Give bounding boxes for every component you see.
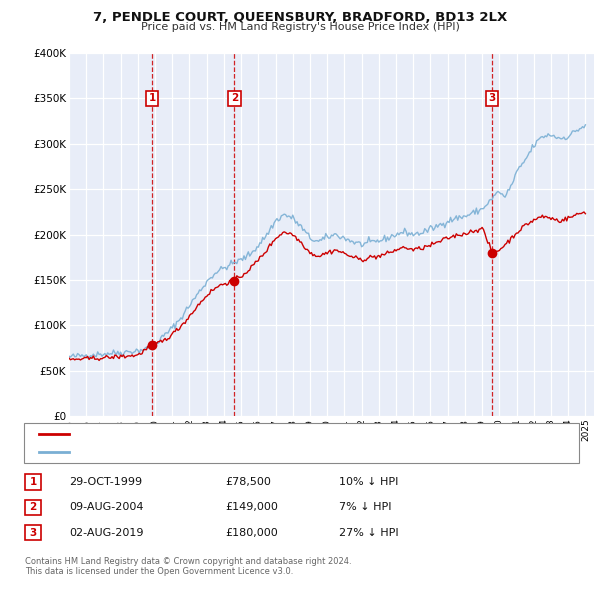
- Text: 09-AUG-2004: 09-AUG-2004: [69, 503, 143, 512]
- Text: 7% ↓ HPI: 7% ↓ HPI: [339, 503, 391, 512]
- Text: 3: 3: [488, 93, 496, 103]
- Text: 3: 3: [29, 528, 37, 537]
- Text: 7, PENDLE COURT, QUEENSBURY, BRADFORD, BD13 2LX: 7, PENDLE COURT, QUEENSBURY, BRADFORD, B…: [93, 11, 507, 24]
- Text: HPI: Average price, detached house, Bradford: HPI: Average price, detached house, Brad…: [75, 447, 298, 457]
- Text: 1: 1: [29, 477, 37, 487]
- Text: Contains HM Land Registry data © Crown copyright and database right 2024.: Contains HM Land Registry data © Crown c…: [25, 558, 352, 566]
- Text: 02-AUG-2019: 02-AUG-2019: [69, 528, 143, 537]
- Text: 2: 2: [231, 93, 238, 103]
- Text: 10% ↓ HPI: 10% ↓ HPI: [339, 477, 398, 487]
- Text: £78,500: £78,500: [225, 477, 271, 487]
- Text: This data is licensed under the Open Government Licence v3.0.: This data is licensed under the Open Gov…: [25, 567, 293, 576]
- Text: 2: 2: [29, 503, 37, 512]
- Text: £149,000: £149,000: [225, 503, 278, 512]
- Text: £180,000: £180,000: [225, 528, 278, 537]
- Text: 7, PENDLE COURT, QUEENSBURY, BRADFORD, BD13 2LX (detached house): 7, PENDLE COURT, QUEENSBURY, BRADFORD, B…: [75, 430, 440, 440]
- Text: Price paid vs. HM Land Registry's House Price Index (HPI): Price paid vs. HM Land Registry's House …: [140, 22, 460, 32]
- Text: 1: 1: [149, 93, 156, 103]
- Text: 29-OCT-1999: 29-OCT-1999: [69, 477, 142, 487]
- Text: 27% ↓ HPI: 27% ↓ HPI: [339, 528, 398, 537]
